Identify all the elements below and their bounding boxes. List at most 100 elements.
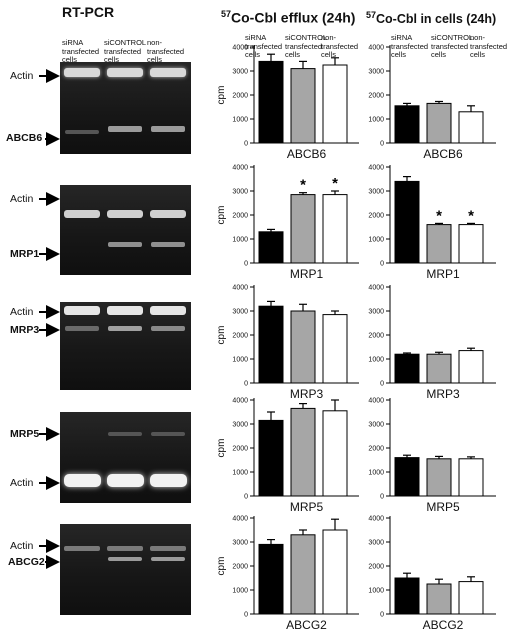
efflux-col-sirna: siRNA transfected cells [245, 33, 283, 59]
gel-band [64, 546, 100, 551]
bar-sirna [258, 60, 284, 144]
gel-band [150, 546, 186, 551]
y-tick-label: 2000 [232, 564, 248, 571]
y-tick-label: 1000 [368, 470, 384, 477]
bar-sicontrol [426, 458, 452, 497]
y-tick-label: 0 [244, 141, 248, 148]
y-tick-label: 2000 [368, 93, 384, 100]
bar-non [322, 529, 348, 615]
bar-sirna [394, 180, 420, 264]
cells-header: 57Co-Cbl in cells (24h) [366, 10, 496, 26]
gel-mrp5 [60, 412, 191, 503]
bar-sicontrol [290, 310, 316, 384]
gel-band [151, 326, 185, 331]
x-axis-label: MRP1 [290, 267, 324, 281]
gel-band [108, 557, 142, 561]
y-tick-label: 1000 [232, 470, 248, 477]
y-tick-label: 4000 [232, 398, 248, 405]
gel-label-actin: Actin [10, 193, 34, 205]
gel-band [108, 126, 142, 132]
x-axis-label: MRP5 [426, 500, 460, 514]
gel-band [108, 432, 142, 436]
y-tick-label: 4000 [368, 398, 384, 405]
significance-asterisk: * [300, 177, 306, 194]
cells-col-sicontrol: siCONTROL transfected cells [431, 33, 474, 59]
gel-band [64, 474, 101, 487]
y-tick-label: 2000 [368, 213, 384, 220]
x-axis-label: ABCB6 [287, 147, 327, 161]
gel-mrp1 [60, 185, 191, 275]
gel-band [64, 68, 100, 77]
efflux-isotope: 57 [221, 9, 232, 19]
bar-sicontrol [426, 102, 452, 144]
efflux-header: 57Co-Cbl efflux (24h) [221, 9, 355, 26]
gel-band [107, 68, 143, 77]
bar-non [322, 194, 348, 264]
y-tick-label: 0 [244, 612, 248, 619]
y-tick-label: 0 [380, 612, 384, 619]
y-axis-label: cpm [216, 86, 227, 105]
gel-label-abcg2: ABCG2 [8, 556, 45, 568]
y-tick-label: 1000 [232, 357, 248, 364]
x-axis-label: MRP1 [426, 267, 460, 281]
y-tick-label: 2000 [232, 333, 248, 340]
bar-non [458, 111, 484, 144]
y-tick-label: 4000 [232, 285, 248, 292]
bar-non [322, 314, 348, 384]
y-tick-label: 3000 [232, 69, 248, 76]
cells-title: Co-Cbl in cells (24h) [376, 12, 497, 27]
bar-sicontrol [426, 583, 452, 615]
gel-band [107, 474, 144, 487]
bar-non [458, 224, 484, 264]
y-tick-label: 2000 [368, 333, 384, 340]
bar-sicontrol [290, 534, 316, 615]
gel-band [150, 68, 186, 77]
gel-band [151, 557, 185, 561]
gel-band [150, 474, 187, 487]
y-tick-label: 2000 [232, 93, 248, 100]
gel-band [107, 306, 143, 315]
gel-label-actin: Actin [10, 477, 34, 489]
bar-sirna [394, 457, 420, 497]
x-axis-label: MRP5 [290, 500, 324, 514]
gel-label-mrp3: MRP3 [10, 324, 40, 336]
gel-label-mrp1: MRP1 [10, 248, 40, 260]
bar-sirna [258, 231, 284, 264]
x-axis-label: MRP3 [290, 387, 324, 401]
y-tick-label: 4000 [232, 45, 248, 52]
y-tick-label: 3000 [368, 69, 384, 76]
gel-abcb6 [60, 62, 191, 154]
y-tick-label: 4000 [368, 285, 384, 292]
gel-label-actin: Actin [10, 306, 34, 318]
y-axis-label: cpm [216, 557, 227, 576]
y-tick-label: 2000 [368, 564, 384, 571]
bar-non [458, 458, 484, 497]
y-axis-label: cpm [216, 326, 227, 345]
y-tick-label: 0 [244, 381, 248, 388]
gel-abcg2 [60, 524, 191, 615]
y-tick-label: 2000 [232, 446, 248, 453]
significance-asterisk: * [332, 175, 338, 192]
y-tick-label: 2000 [368, 446, 384, 453]
y-tick-label: 4000 [232, 516, 248, 523]
bar-sirna [394, 577, 420, 615]
efflux-col-non: non- transfected cells [321, 33, 359, 59]
x-axis-label: ABCG2 [286, 618, 327, 631]
gel-band [65, 130, 99, 134]
significance-asterisk: * [436, 207, 442, 224]
y-tick-label: 1000 [368, 357, 384, 364]
y-tick-label: 1000 [368, 588, 384, 595]
significance-asterisk: * [468, 207, 474, 224]
y-tick-label: 3000 [368, 189, 384, 196]
efflux-title: Co-Cbl efflux (24h) [231, 9, 356, 26]
cells-col-sirna: siRNA transfected cells [391, 33, 429, 59]
y-tick-label: 3000 [232, 189, 248, 196]
y-tick-label: 3000 [368, 422, 384, 429]
gel-band [107, 210, 143, 218]
y-tick-label: 1000 [232, 237, 248, 244]
rtpcr-header: RT-PCR [62, 4, 115, 20]
bar-sicontrol [426, 353, 452, 384]
bar-sirna [258, 305, 284, 384]
